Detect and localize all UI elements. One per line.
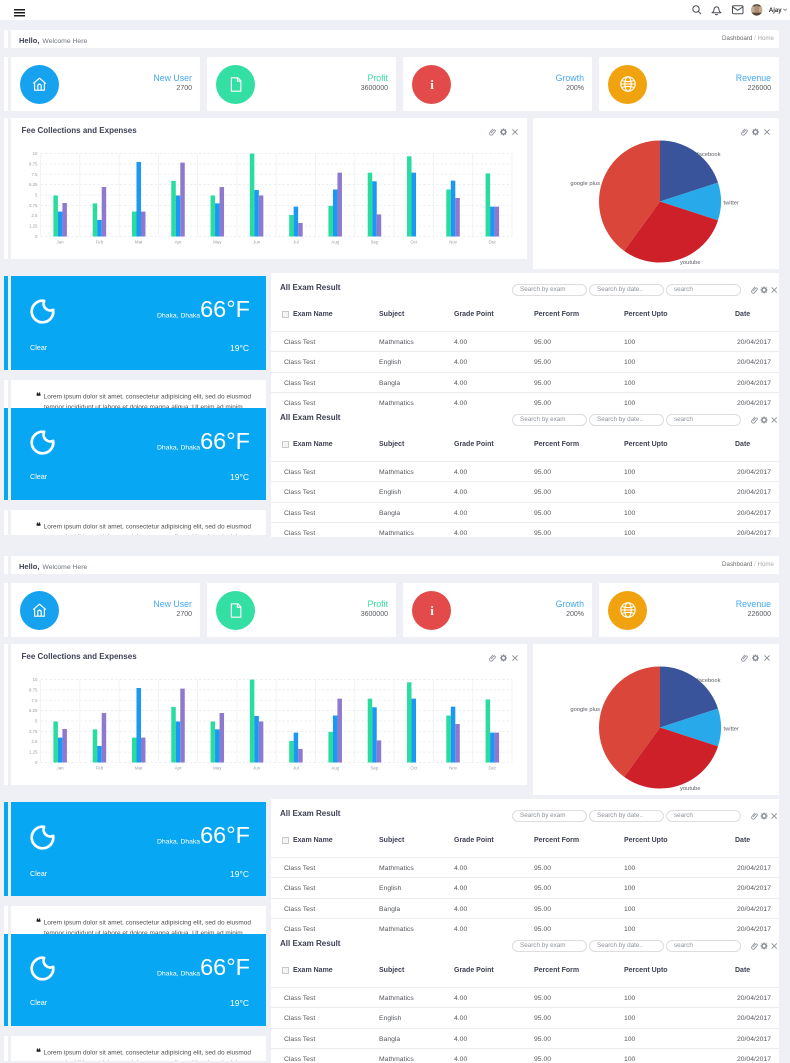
svg-text:facebook: facebook <box>697 678 721 684</box>
svg-text:Aug: Aug <box>331 766 339 771</box>
svg-text:0: 0 <box>35 760 38 765</box>
svg-text:Mar: Mar <box>135 766 143 771</box>
svg-text:5: 5 <box>35 193 38 198</box>
svg-text:May: May <box>213 240 222 245</box>
svg-text:8.75: 8.75 <box>29 161 38 166</box>
svg-text:Apr: Apr <box>175 766 182 771</box>
svg-text:2.5: 2.5 <box>31 213 38 218</box>
svg-text:Jul: Jul <box>293 240 299 245</box>
svg-text:Jun: Jun <box>253 240 261 245</box>
svg-text:Mar: Mar <box>135 240 143 245</box>
svg-text:8.75: 8.75 <box>29 687 38 692</box>
svg-text:facebook: facebook <box>697 152 721 158</box>
svg-text:youtube: youtube <box>680 786 701 792</box>
svg-text:7.5: 7.5 <box>31 698 38 703</box>
svg-text:Feb: Feb <box>96 766 104 771</box>
svg-text:Nov: Nov <box>449 766 458 771</box>
svg-text:2.5: 2.5 <box>31 739 38 744</box>
svg-text:1.25: 1.25 <box>29 750 38 755</box>
svg-text:google plus: google plus <box>570 707 600 713</box>
svg-text:i: i <box>430 77 434 92</box>
svg-text:Dec: Dec <box>488 766 497 771</box>
svg-text:Apr: Apr <box>175 240 182 245</box>
svg-text:10: 10 <box>33 151 38 156</box>
svg-text:Oct: Oct <box>410 766 418 771</box>
svg-text:7.5: 7.5 <box>31 172 38 177</box>
svg-text:Sep: Sep <box>371 240 379 245</box>
svg-text:Sep: Sep <box>371 766 379 771</box>
svg-text:Jul: Jul <box>293 766 299 771</box>
svg-text:google plus: google plus <box>570 181 600 187</box>
svg-text:May: May <box>213 766 222 771</box>
svg-text:1.25: 1.25 <box>29 224 38 229</box>
svg-text:Oct: Oct <box>410 240 418 245</box>
svg-text:6.25: 6.25 <box>29 708 38 713</box>
svg-text:6.25: 6.25 <box>29 182 38 187</box>
svg-text:10: 10 <box>33 677 38 682</box>
svg-text:youtube: youtube <box>680 260 701 266</box>
svg-text:i: i <box>430 603 434 618</box>
svg-text:0: 0 <box>35 234 38 239</box>
svg-text:Ajay: Ajay <box>769 8 782 14</box>
svg-text:twitter: twitter <box>724 727 740 733</box>
svg-text:Jan: Jan <box>57 240 65 245</box>
svg-text:3.75: 3.75 <box>29 203 38 208</box>
svg-text:Aug: Aug <box>331 240 339 245</box>
svg-text:3.75: 3.75 <box>29 729 38 734</box>
svg-text:Jan: Jan <box>57 766 65 771</box>
svg-text:twitter: twitter <box>724 201 740 207</box>
svg-text:Nov: Nov <box>449 240 458 245</box>
svg-text:Jun: Jun <box>253 766 261 771</box>
svg-text:Dec: Dec <box>488 240 497 245</box>
svg-text:5: 5 <box>35 719 38 724</box>
svg-text:Feb: Feb <box>96 240 104 245</box>
